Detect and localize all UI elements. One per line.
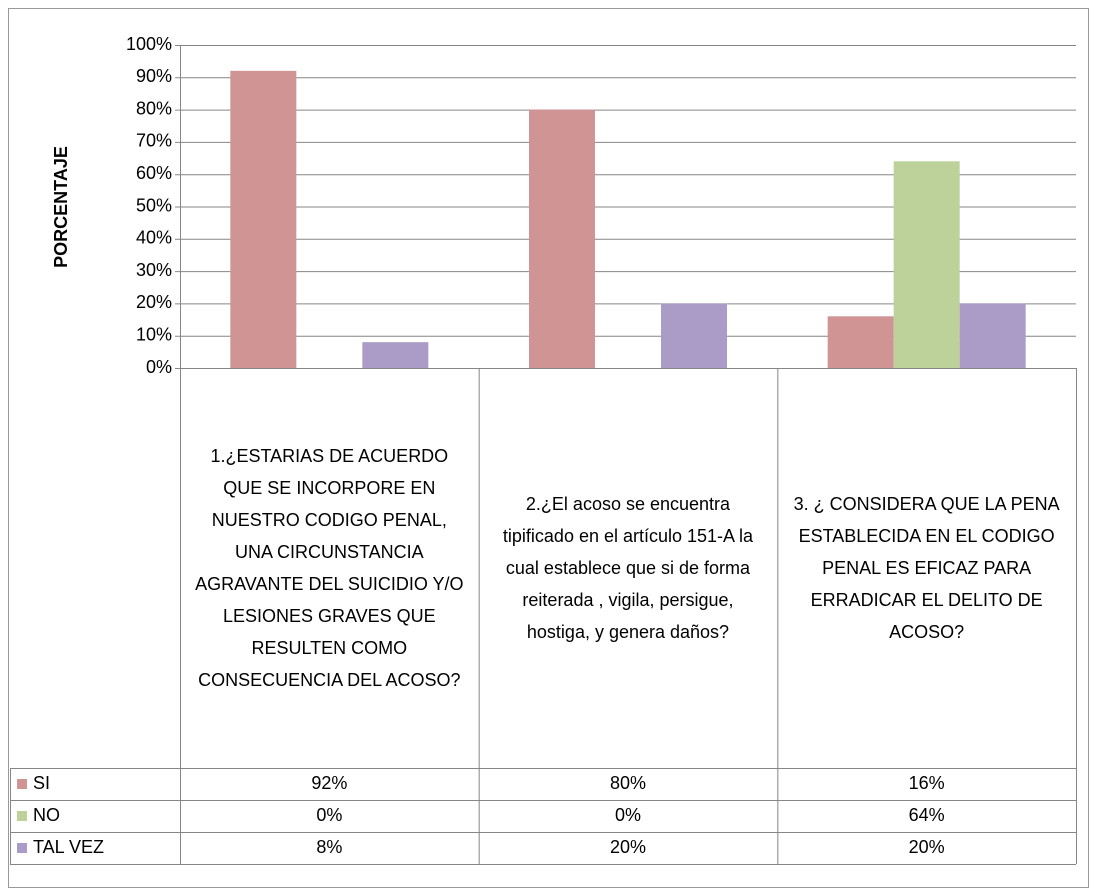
bar: [959, 303, 1026, 368]
legend-label: SI: [33, 773, 50, 793]
x-tick-label: 3. ¿ CONSIDERA QUE LA PENA ESTABLECIDA E…: [793, 494, 1060, 642]
y-tick-label: 0%: [146, 357, 172, 377]
y-tick-label: 70%: [136, 131, 172, 151]
table-cell: 0%: [615, 805, 641, 825]
table-cell: 20%: [909, 837, 945, 857]
table-cell: 80%: [610, 773, 646, 793]
y-tick-label: 60%: [136, 163, 172, 183]
table-cell: 0%: [316, 805, 342, 825]
table-cell: 64%: [909, 805, 945, 825]
x-tick-label: 2.¿El acoso se encuentra tipificado en e…: [502, 494, 754, 642]
y-tick-label: 10%: [136, 324, 172, 344]
y-tick-label: 90%: [136, 66, 172, 86]
legend-key: [17, 843, 27, 853]
table-cell: 20%: [610, 837, 646, 857]
y-tick-label: 20%: [136, 292, 172, 312]
bar: [661, 303, 727, 368]
legend-label: NO: [33, 805, 60, 825]
legend-key: [17, 779, 27, 789]
table-cell: 92%: [311, 773, 347, 793]
y-tick-label: 40%: [136, 228, 172, 248]
legend-key: [17, 811, 27, 821]
table-cell: 8%: [316, 837, 342, 857]
y-tick-label: 50%: [136, 195, 172, 215]
x-tick-label: 1.¿ESTARIAS DE ACUERDO QUE SE INCORPORE …: [195, 446, 464, 690]
y-tick-label: 80%: [136, 98, 172, 118]
bar: [529, 109, 595, 368]
table-cell: 16%: [909, 773, 945, 793]
bar: [230, 70, 297, 368]
bar: [827, 316, 894, 368]
y-tick-label: 100%: [126, 34, 172, 54]
bar: [362, 342, 429, 368]
y-tick-label: 30%: [136, 260, 172, 280]
y-axis-label: PORCENTAJE: [51, 146, 71, 268]
legend-label: TAL VEZ: [33, 837, 104, 857]
bar: [893, 161, 960, 368]
